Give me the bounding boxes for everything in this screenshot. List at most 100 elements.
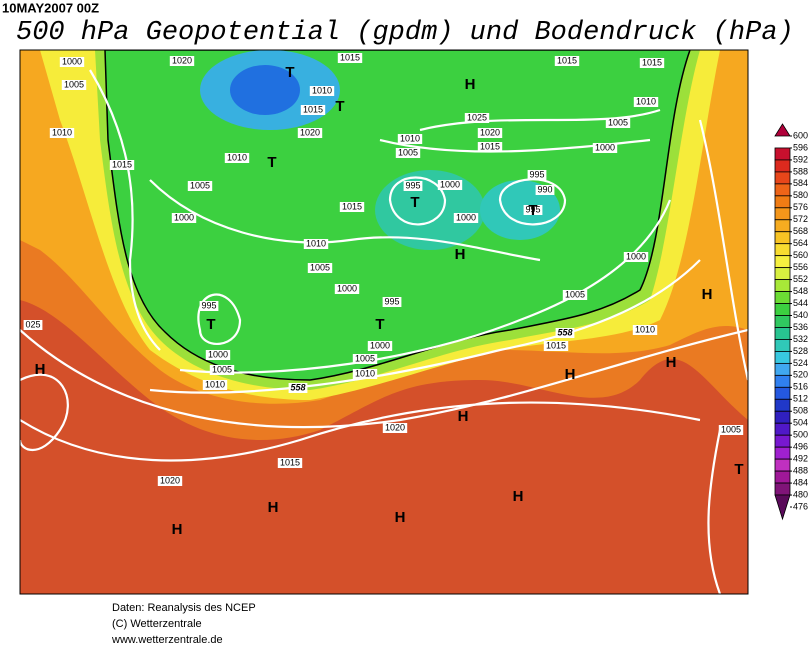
contour-label: 995 xyxy=(405,180,420,190)
contour-label: 1010 xyxy=(355,368,375,378)
colorbar-label: 592 xyxy=(793,154,808,164)
contour-label-bg xyxy=(718,425,744,435)
pressure-center: T xyxy=(410,194,419,211)
pressure-center: T xyxy=(335,98,344,115)
contour-label: 1000 xyxy=(208,349,228,359)
contour-label: 025 xyxy=(25,319,40,329)
contour-label: 1000 xyxy=(62,56,82,66)
colorbar-label: 476 xyxy=(793,501,808,511)
colorbar-label: 504 xyxy=(793,418,808,428)
pressure-center: H xyxy=(702,286,713,303)
colorbar-swatch xyxy=(774,398,791,412)
contour-label-bg xyxy=(554,56,580,66)
footer-line: (C) Wetterzentrale xyxy=(112,618,202,630)
contour-label-bg xyxy=(109,160,135,170)
colorbar-swatch xyxy=(774,434,791,448)
contour-label-bg xyxy=(61,80,87,90)
contour-label: 1025 xyxy=(467,112,487,122)
colorbar-label: 552 xyxy=(793,274,808,284)
contour-label: 1010 xyxy=(635,324,655,334)
colorbar-label: 600 xyxy=(793,130,808,140)
colorbar-label: 564 xyxy=(793,238,808,248)
colorbar-swatch xyxy=(774,386,791,400)
contour-label: 1010 xyxy=(227,152,247,162)
contour-label: 1005 xyxy=(608,117,628,127)
pressure-center: H xyxy=(395,509,406,526)
contour-label: 558 xyxy=(290,382,305,392)
contour-label-bg xyxy=(633,97,659,107)
pressure-center: T xyxy=(206,316,215,333)
contour-label: 1010 xyxy=(636,96,656,106)
contour-label: 1005 xyxy=(355,353,375,363)
pressure-center: H xyxy=(268,499,279,516)
colorbar-swatch xyxy=(774,171,791,185)
contour-label-bg xyxy=(562,290,588,300)
contour-label-bg xyxy=(535,185,555,195)
contour-label-bg xyxy=(307,263,333,273)
colorbar-label: 584 xyxy=(793,178,808,188)
contour-label: 995 xyxy=(525,204,540,214)
contour-label-bg xyxy=(49,128,75,138)
colorbar-label: 576 xyxy=(793,202,808,212)
pressure-center: T xyxy=(528,202,537,219)
contour-label: 1000 xyxy=(174,212,194,222)
contour-label-bg xyxy=(297,128,323,138)
contour-label-bg xyxy=(477,142,503,152)
colorbar-swatch xyxy=(774,362,791,376)
contour-label-bg xyxy=(592,143,618,153)
colorbar-swatch xyxy=(774,231,791,245)
contour-label: 1005 xyxy=(721,424,741,434)
contour-label-bg xyxy=(367,341,393,351)
colorbar-label: 512 xyxy=(793,394,808,404)
contour-label: 1020 xyxy=(300,127,320,137)
pressure-center: H xyxy=(455,246,466,263)
contour-label-bg xyxy=(453,213,479,223)
contour-label-bg xyxy=(632,325,658,335)
colorbar-swatch xyxy=(774,327,791,340)
contour-label: 1005 xyxy=(190,180,210,190)
contour-label-bg xyxy=(209,365,235,375)
contour-label-bg xyxy=(464,113,490,123)
contour-label-bg xyxy=(277,458,303,468)
contour-label-bg xyxy=(288,383,308,393)
contour-label: 1000 xyxy=(440,179,460,189)
colorbar-label: 536 xyxy=(793,322,808,332)
contour-label-bg xyxy=(187,181,213,191)
contour-label-bg xyxy=(309,86,335,96)
contour-label: 1020 xyxy=(172,55,192,65)
contour-label: 558 xyxy=(557,327,572,337)
colorbar-label: 496 xyxy=(793,442,808,452)
map-frame xyxy=(19,49,749,595)
contour-label: 1000 xyxy=(456,212,476,222)
colorbar-label: 548 xyxy=(793,286,808,296)
colorbar-swatch xyxy=(774,243,791,257)
contour-label: 1010 xyxy=(52,127,72,137)
contour-label-bg xyxy=(169,56,195,66)
date: 10MAY2007 00Z xyxy=(2,0,99,15)
pressure-center: H xyxy=(35,361,46,378)
colorbar-cap xyxy=(774,494,791,521)
colorbar-swatch xyxy=(774,303,791,316)
colorbar-swatch xyxy=(774,147,791,161)
colorbar-swatch xyxy=(774,267,791,281)
colorbar-label: 488 xyxy=(793,465,808,475)
contour-label: 995 xyxy=(529,169,544,179)
colorbar-swatch xyxy=(774,446,791,460)
labels: 1000 1005 1010 1015 1020 1010 1015 1015 1020 1010… xyxy=(23,52,744,538)
contour-label: 1015 xyxy=(280,457,300,467)
colorbar-swatch xyxy=(774,339,791,352)
contour-label-bg xyxy=(339,202,365,212)
colorbar-label: 544 xyxy=(793,298,808,308)
colorbar-swatch xyxy=(774,470,791,484)
colorbar-label: 560 xyxy=(793,250,808,260)
colorbar-label: 524 xyxy=(793,358,808,368)
colorbar-label: 540 xyxy=(793,310,808,320)
contour-label-bg xyxy=(437,180,463,190)
contour-label-bg xyxy=(303,239,329,249)
contour-label: 1010 xyxy=(312,85,332,95)
contour-label: 1000 xyxy=(370,340,390,350)
contour-label-bg xyxy=(171,213,197,223)
colorbar-label: 532 xyxy=(793,334,808,344)
contour-label-bg xyxy=(623,252,649,262)
pressure-center: T xyxy=(267,154,276,171)
